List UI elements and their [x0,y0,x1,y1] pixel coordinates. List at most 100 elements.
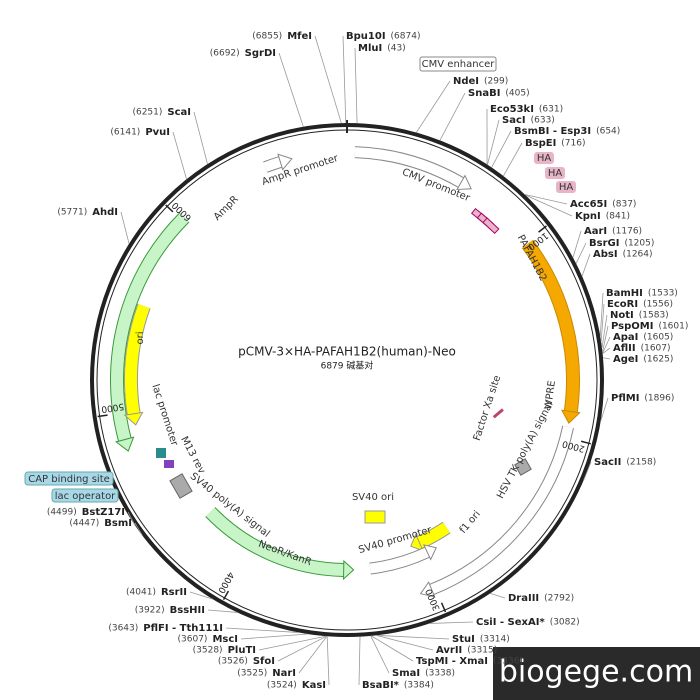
site-position: (1533) [648,289,678,299]
site-name: DraIII [508,593,539,604]
leader-line [207,609,238,613]
site-name: SacI [502,115,526,126]
feature-label: AmpR [212,194,241,223]
tick-mark [97,414,108,418]
site-position: (1605) [643,333,673,343]
leader-line [225,627,300,633]
leader-line [376,634,450,640]
site-name: SfoI [253,656,275,667]
feature-label: lac promoter [149,383,180,448]
leader-line [581,253,591,277]
leader-line [575,242,587,264]
site-position: (3526) [218,657,248,667]
site-name: PspOMI [611,321,653,332]
site-position: (4041) [126,588,156,598]
site-name: SacII [594,457,621,468]
leader-line [415,80,451,133]
site-name: BstZ17I [82,507,125,518]
site-name: BamHI [606,288,643,299]
backbone [90,123,604,637]
site-position: (837) [612,200,636,210]
site-name: AgeI [613,354,638,365]
hsv-box [514,458,532,476]
site-name: BsmBI - Esp3I [514,126,591,137]
site-position: (6874) [391,32,421,42]
site-name: PluTI [228,645,256,656]
site-position: (633) [531,116,555,126]
tick-label: 5000 [100,401,124,414]
site-name: BssHII [170,605,205,616]
feature-label: M13 rev [178,435,207,476]
site-name: PflMI [611,393,639,404]
leader-line [599,292,604,337]
leader-line [370,635,390,674]
site-name: MfeI [287,31,312,42]
feature-arrow [419,581,436,598]
feature-arc [354,147,464,187]
site-position: (4447) [69,519,99,529]
label-box [24,471,114,486]
feature-arc [206,507,344,576]
label-box [556,181,576,193]
leader-line [601,314,608,349]
tick-mark [222,590,230,601]
site-position: (1205) [624,239,654,249]
feature-arc [522,240,579,413]
site-position: (3922) [135,606,165,616]
feature-label: ori [135,331,146,344]
site-name: AbsI [593,249,618,260]
site-position: (6251) [132,108,162,118]
ha-tag [482,217,500,235]
tick-label: 4000 [215,570,235,595]
leader-line [193,111,208,165]
site-position: (3528) [193,646,223,656]
label-box [419,56,497,72]
leader-line [491,130,512,168]
site-name: AflII [613,343,636,354]
feature-arrow [456,174,472,191]
grey-box [169,473,193,499]
feature-arrow [277,153,293,171]
leader-line [371,635,414,662]
site-name: StuI [452,634,475,645]
leader-line [602,347,611,354]
lac-op [164,460,174,468]
site-position: (3082) [550,618,580,628]
leader-line [376,634,434,651]
site-name: EcoRI [607,299,638,310]
leader-line [258,635,327,651]
sv40-ori-box [364,510,386,524]
feature-label: lac operator [55,491,116,502]
leader-line [358,636,361,686]
site-position: (405) [505,89,529,99]
site-position: (654) [596,127,620,137]
leader-line [524,194,568,205]
leader-line [602,357,611,360]
feature-arc [429,425,573,595]
leader-line [172,131,187,180]
site-name: ScaI [167,107,191,118]
site-name: Eco53kI [490,104,534,115]
watermark-bg [493,647,700,700]
site-name: KpnI [575,211,601,222]
watermark: biogege.com [499,655,693,690]
leader-line [189,591,213,600]
site-position: (299) [484,77,508,87]
leader-line [502,142,523,177]
leader-line [298,635,328,674]
leader-line [127,511,136,526]
leader-line [277,635,327,662]
label-box [534,152,554,164]
leader-line [314,35,342,124]
leader-line [487,119,500,165]
site-position: (3338) [425,669,455,679]
feature-label: WPRE [543,380,558,410]
feature-arrow [410,533,425,552]
site-position: (6141) [110,128,140,138]
site-position: (3607) [178,635,208,645]
site-position: (3525) [237,669,267,679]
title: pCMV-3×HA-PAFAH1B2(human)-Neo [238,345,456,359]
site-position: (1607) [641,344,671,354]
leader-line [429,621,474,624]
leader-line [525,194,573,217]
